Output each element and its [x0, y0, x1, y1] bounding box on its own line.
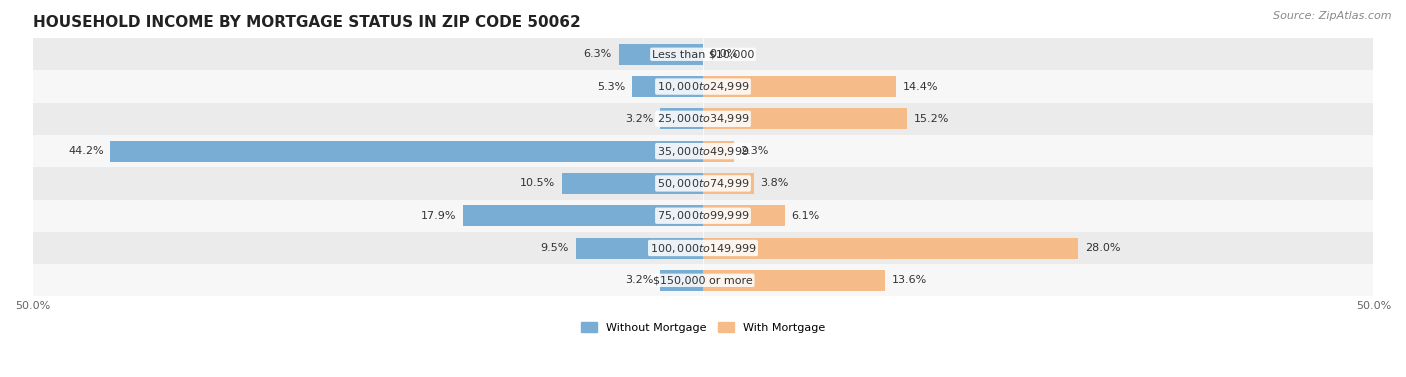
- Bar: [631, 76, 703, 97]
- Bar: [32, 103, 1374, 135]
- Bar: [575, 238, 703, 259]
- Text: $35,000 to $49,999: $35,000 to $49,999: [657, 145, 749, 158]
- Text: $75,000 to $99,999: $75,000 to $99,999: [657, 209, 749, 222]
- Text: 6.3%: 6.3%: [583, 49, 612, 59]
- Text: 44.2%: 44.2%: [67, 146, 104, 156]
- Bar: [703, 270, 886, 291]
- Text: 15.2%: 15.2%: [914, 114, 949, 124]
- Text: 10.5%: 10.5%: [520, 178, 555, 188]
- Text: 14.4%: 14.4%: [903, 81, 938, 92]
- Text: $25,000 to $34,999: $25,000 to $34,999: [657, 112, 749, 125]
- Text: 3.2%: 3.2%: [626, 114, 654, 124]
- Text: 2.3%: 2.3%: [741, 146, 769, 156]
- Text: Less than $10,000: Less than $10,000: [652, 49, 754, 59]
- Legend: Without Mortgage, With Mortgage: Without Mortgage, With Mortgage: [576, 318, 830, 337]
- Text: 9.5%: 9.5%: [540, 243, 569, 253]
- Text: 13.6%: 13.6%: [891, 275, 928, 285]
- Bar: [562, 173, 703, 194]
- Bar: [703, 108, 907, 129]
- Bar: [703, 205, 785, 226]
- Text: $50,000 to $74,999: $50,000 to $74,999: [657, 177, 749, 190]
- Text: 5.3%: 5.3%: [598, 81, 626, 92]
- Text: HOUSEHOLD INCOME BY MORTGAGE STATUS IN ZIP CODE 50062: HOUSEHOLD INCOME BY MORTGAGE STATUS IN Z…: [32, 15, 581, 30]
- Bar: [111, 141, 703, 162]
- Text: 17.9%: 17.9%: [420, 211, 457, 221]
- Text: $100,000 to $149,999: $100,000 to $149,999: [650, 242, 756, 254]
- Text: Source: ZipAtlas.com: Source: ZipAtlas.com: [1274, 11, 1392, 21]
- Bar: [703, 238, 1078, 259]
- Bar: [703, 173, 754, 194]
- Text: 3.8%: 3.8%: [761, 178, 789, 188]
- Bar: [32, 264, 1374, 296]
- Bar: [659, 270, 703, 291]
- Text: 3.2%: 3.2%: [626, 275, 654, 285]
- Text: $10,000 to $24,999: $10,000 to $24,999: [657, 80, 749, 93]
- Bar: [32, 199, 1374, 232]
- Bar: [32, 38, 1374, 70]
- Bar: [32, 70, 1374, 103]
- Bar: [703, 141, 734, 162]
- Text: 6.1%: 6.1%: [792, 211, 820, 221]
- Text: 0.0%: 0.0%: [710, 49, 738, 59]
- Bar: [463, 205, 703, 226]
- Bar: [32, 135, 1374, 167]
- Bar: [32, 232, 1374, 264]
- Text: 28.0%: 28.0%: [1085, 243, 1121, 253]
- Bar: [619, 44, 703, 65]
- Bar: [32, 167, 1374, 199]
- Bar: [659, 108, 703, 129]
- Text: $150,000 or more: $150,000 or more: [654, 275, 752, 285]
- Bar: [703, 76, 896, 97]
